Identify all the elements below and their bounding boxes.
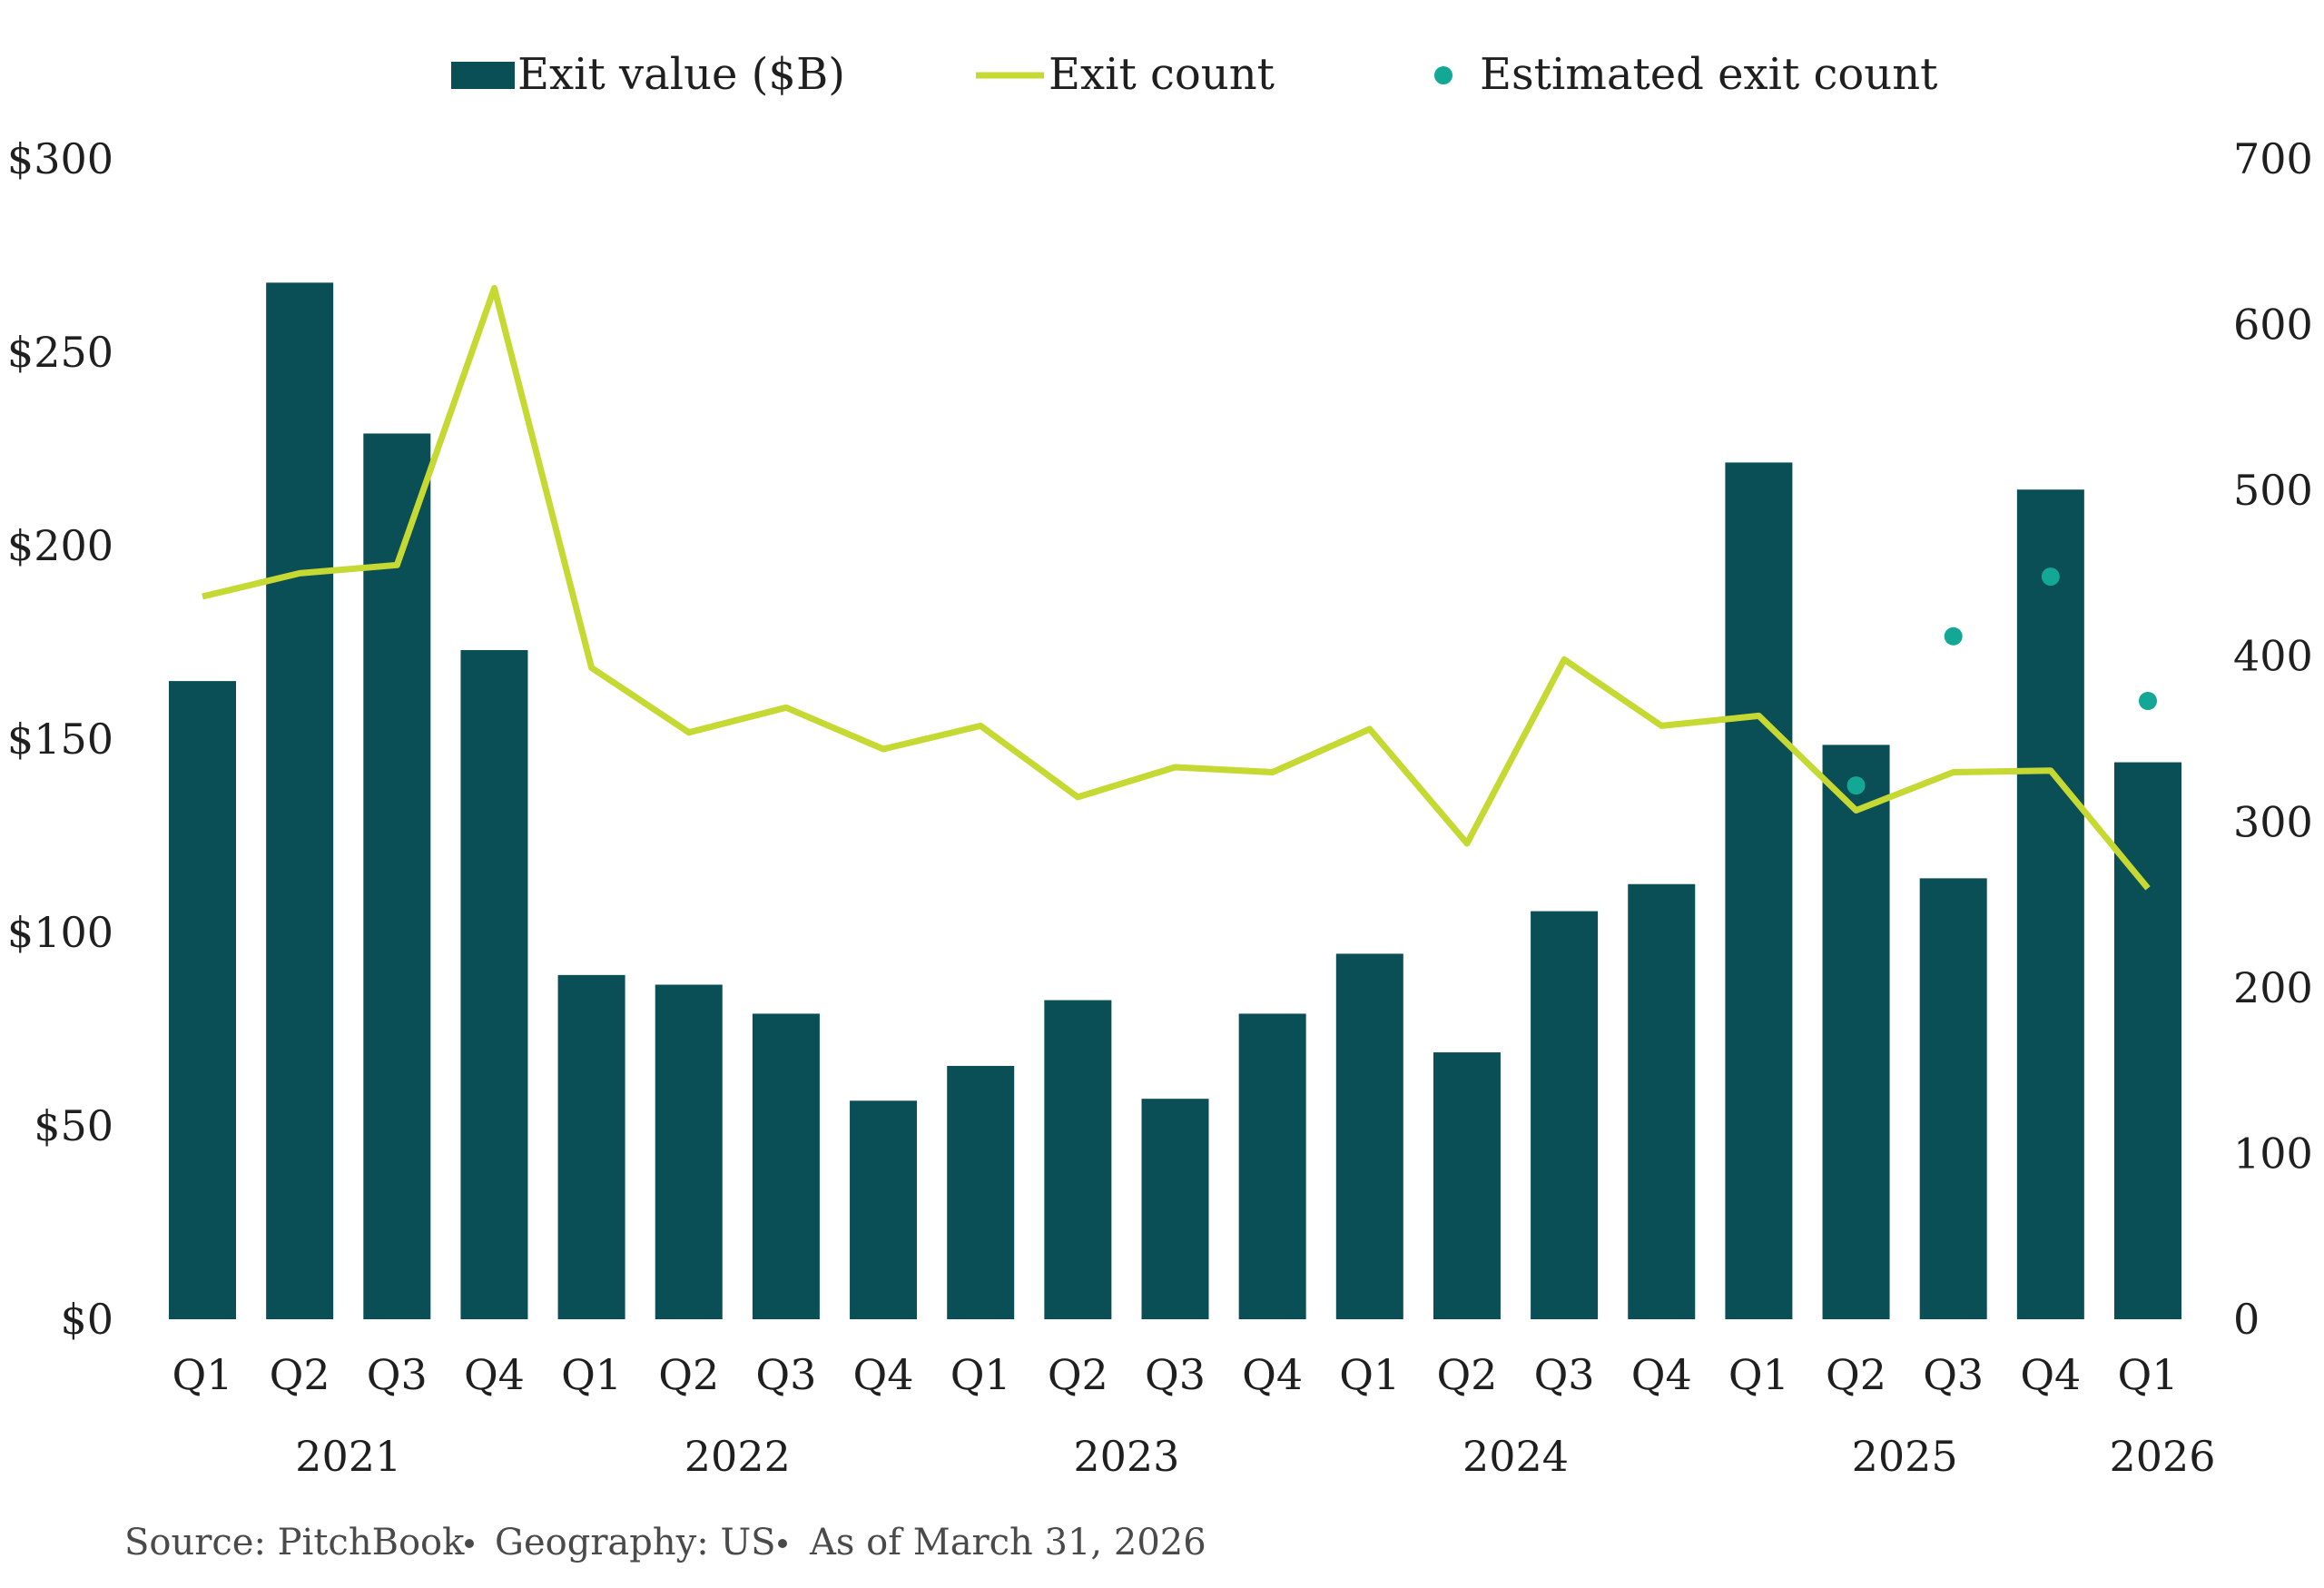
legend-line-label: Exit count (1049, 49, 1275, 100)
estimated-exit-count-dot (2041, 567, 2060, 587)
quarter-labels: Q1 Q2 Q3 Q4 Q1 Q2 Q3 Q4 Q1 Q2 Q3 Q4 Q1 Q2 Q3 Q4 Q1 Q2 Q3 Q4… (172, 1350, 2179, 1399)
right-axis-ticks: 0 100 200 300 400 500 600 700 (2233, 134, 2313, 1344)
exit-value-bar (1238, 1013, 1306, 1319)
quarter-label: Q2 (658, 1350, 719, 1399)
quarter-label: Q2 (270, 1350, 330, 1399)
quarter-label: Q3 (367, 1350, 428, 1399)
quarter-label: Q2 (1826, 1350, 1886, 1399)
quarter-label: Q3 (1145, 1350, 1206, 1399)
exit-value-bar (169, 681, 236, 1319)
right-tick-label: 600 (2233, 301, 2313, 350)
exit-value-bar (1531, 911, 1599, 1319)
left-tick-label: $200 (7, 521, 113, 570)
quarter-label: Q1 (950, 1350, 1011, 1399)
year-label: 2025 (1852, 1432, 1958, 1481)
estimated-exit-count-dot (2139, 692, 2157, 711)
exit-value-bar (1822, 745, 1890, 1319)
right-tick-label: 400 (2233, 632, 2313, 681)
quarter-label: Q1 (1339, 1350, 1400, 1399)
source-text: Source: PitchBook (124, 1522, 465, 1563)
quarter-label: Q1 (1728, 1350, 1789, 1399)
left-tick-label: $100 (7, 908, 113, 957)
quarter-label: Q1 (2118, 1350, 2179, 1399)
estimated-exit-count-dot (1944, 626, 1963, 646)
legend: Exit value ($B) Exit count Estimated exi… (451, 49, 1937, 100)
estimated-exit-count-dots (1846, 567, 2157, 795)
quarter-label: Q1 (172, 1350, 233, 1399)
left-axis-ticks: $0 $50 $100 $150 $200 $250 $300 (7, 134, 113, 1344)
exit-value-bars (169, 282, 2181, 1320)
quarter-label: Q4 (1631, 1350, 1692, 1399)
right-tick-label: 0 (2233, 1295, 2260, 1344)
quarter-label: Q3 (1923, 1350, 1984, 1399)
geography-text: Geography: US (495, 1522, 776, 1563)
exit-value-bar (1141, 1099, 1209, 1319)
legend-bar-label: Exit value ($B) (517, 49, 845, 100)
quarter-label: Q3 (755, 1350, 816, 1399)
year-label: 2026 (2109, 1432, 2215, 1481)
as-of-text: As of March 31, 2026 (809, 1522, 1206, 1563)
exit-value-bar (947, 1065, 1015, 1319)
right-tick-label: 500 (2233, 466, 2313, 515)
source-separator-1 (465, 1539, 474, 1548)
exit-count-line (202, 284, 2151, 891)
year-label: 2023 (1073, 1432, 1179, 1481)
year-label: 2021 (295, 1432, 401, 1481)
exit-value-bar (1628, 883, 1696, 1319)
legend-dots-label: Estimated exit count (1480, 49, 1937, 100)
quarter-label: Q2 (1048, 1350, 1108, 1399)
exit-value-bar (2016, 489, 2084, 1319)
exit-value-bar (752, 1013, 820, 1319)
quarter-label: Q4 (1242, 1350, 1303, 1399)
source-separator-2 (778, 1539, 787, 1548)
exit-value-bar (1335, 953, 1403, 1319)
exit-value-bar (266, 282, 334, 1319)
left-tick-label: $300 (7, 134, 113, 183)
quarter-label: Q3 (1534, 1350, 1595, 1399)
quarter-label: Q1 (561, 1350, 622, 1399)
left-tick-label: $150 (7, 715, 113, 764)
year-labels: 2021 2022 2023 2024 2025 2026 (295, 1432, 2215, 1481)
exit-value-bar (1919, 878, 1987, 1319)
exit-value-bar (1433, 1052, 1501, 1319)
quarter-label: Q4 (853, 1350, 914, 1399)
right-tick-label: 200 (2233, 963, 2313, 1012)
left-tick-label: $250 (7, 328, 113, 377)
exit-value-bar (460, 650, 528, 1319)
right-tick-label: 700 (2233, 134, 2313, 183)
year-label: 2022 (684, 1432, 791, 1481)
exit-value-bar (557, 974, 625, 1319)
quarter-label: Q4 (464, 1350, 525, 1399)
source-line: Source: PitchBook Geography: US As of Ma… (124, 1522, 1206, 1563)
year-label: 2024 (1462, 1432, 1569, 1481)
exit-value-bar (655, 984, 723, 1319)
estimated-exit-count-dot (1846, 776, 1866, 795)
right-tick-label: 100 (2233, 1129, 2313, 1178)
exit-value-bar (1044, 1000, 1112, 1319)
right-tick-label: 300 (2233, 797, 2313, 846)
exit-value-bar (850, 1100, 918, 1319)
exit-value-bar (2114, 762, 2181, 1319)
left-tick-label: $0 (60, 1295, 113, 1344)
exit-value-bar (1725, 462, 1793, 1319)
legend-bar-swatch (451, 62, 515, 89)
quarter-label: Q2 (1436, 1350, 1497, 1399)
legend-dots-swatch (1434, 66, 1452, 84)
exit-value-bar (363, 433, 431, 1320)
quarter-label: Q4 (2020, 1350, 2081, 1399)
left-tick-label: $50 (34, 1101, 113, 1150)
